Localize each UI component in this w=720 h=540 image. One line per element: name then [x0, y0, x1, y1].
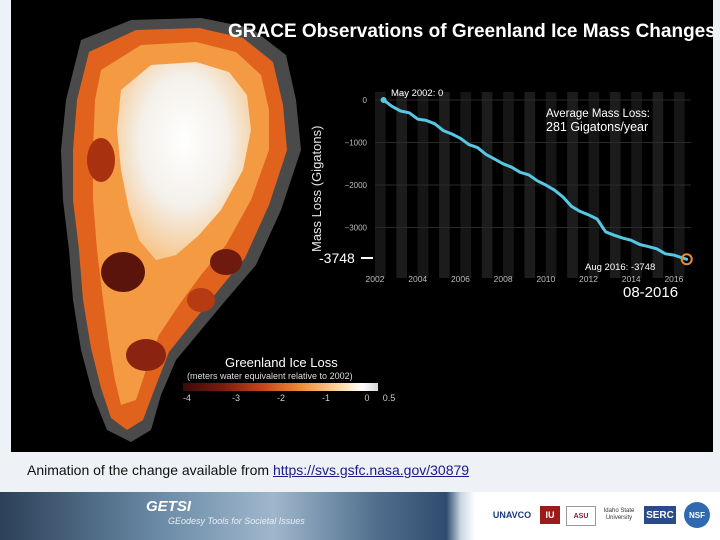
series-line-mass-loss [382, 98, 689, 261]
date-label: 08-2016 [623, 284, 678, 301]
y-axis-label: Mass Loss (Gigatons) [309, 126, 324, 252]
figure-title: GRACE Observations of Greenland Ice Mass… [228, 21, 713, 42]
nsf-logo: NSF [684, 502, 710, 528]
idaho-state-logo: Idaho State University [598, 506, 640, 524]
y-tick-label: −1000 [345, 139, 368, 148]
mass-loss-chart: 0 −1000 −2000 −3000 2002 2004 2006 2008 2010 201… [345, 92, 693, 284]
unavco-logo: UNAVCO [488, 506, 536, 524]
x-tick-label: 2008 [494, 274, 513, 284]
unavco-logo-text: UNAVCO [492, 510, 532, 520]
legend-color-bar [183, 383, 378, 391]
start-annotation: May 2002: 0 [391, 88, 443, 99]
end-annotation: Aug 2016: -3748 [585, 262, 655, 273]
caption-text: Animation of the change available from [27, 462, 273, 478]
x-tick-label: 2016 [664, 274, 683, 284]
serc-logo: SERC [644, 506, 676, 524]
current-value-label: -3748 [319, 250, 355, 266]
nsf-logo-text: NSF [689, 510, 705, 520]
greenland-map [61, 18, 301, 442]
footer-banner: GETSI GEodesy Tools for Societal Issues … [0, 492, 720, 540]
legend-tick-label: -4 [183, 393, 191, 403]
x-tick-label: 2002 [366, 274, 385, 284]
x-tick-label: 2010 [536, 274, 555, 284]
start-point-marker [380, 97, 387, 103]
legend-subtitle: (meters water equivalent relative to 200… [187, 371, 353, 381]
x-tick-label: 2012 [579, 274, 598, 284]
average-label-line2: 281 Gigatons/year [546, 120, 648, 134]
x-tick-label: 2014 [622, 274, 641, 284]
getsi-brand: GETSI [146, 498, 192, 515]
figure-canvas: 0 −1000 −2000 −3000 2002 2004 2006 2008 2010 201… [61, 18, 713, 442]
iu-logo: IU [540, 506, 560, 524]
legend-tick-label: 0 [364, 393, 369, 403]
x-tick-label: 2006 [451, 274, 470, 284]
legend-tick-label: 0.5 [383, 393, 396, 403]
caption-link[interactable]: https://svs.gsfc.nasa.gov/30879 [272, 462, 470, 478]
ice-loss-legend: Greenland Ice Loss (meters water equival… [183, 355, 395, 403]
asu-logo: ASU [566, 506, 596, 526]
serc-logo-text: SERC [646, 509, 674, 521]
caption: Animation of the change available from h… [27, 462, 469, 478]
legend-tick-label: -3 [232, 393, 240, 403]
idaho-state-logo-text: Idaho State University [603, 508, 635, 521]
iu-logo-text: IU [545, 510, 555, 520]
asu-logo-text: ASU [573, 512, 589, 520]
x-tick-label: 2004 [408, 274, 427, 284]
legend-tick-label: -1 [322, 393, 330, 403]
legend-title: Greenland Ice Loss [225, 355, 338, 370]
average-label-line1: Average Mass Loss: [546, 108, 650, 120]
getsi-tagline: GEodesy Tools for Societal Issues [168, 516, 305, 526]
end-point-marker [680, 253, 693, 266]
y-tick-label: −2000 [345, 181, 368, 190]
grace-figure: 0 −1000 −2000 −3000 2002 2004 2006 2008 2010 201… [11, 0, 713, 452]
legend-tick-label: -2 [277, 393, 285, 403]
y-tick-label: 0 [363, 96, 368, 105]
y-tick-label: −3000 [345, 224, 368, 233]
